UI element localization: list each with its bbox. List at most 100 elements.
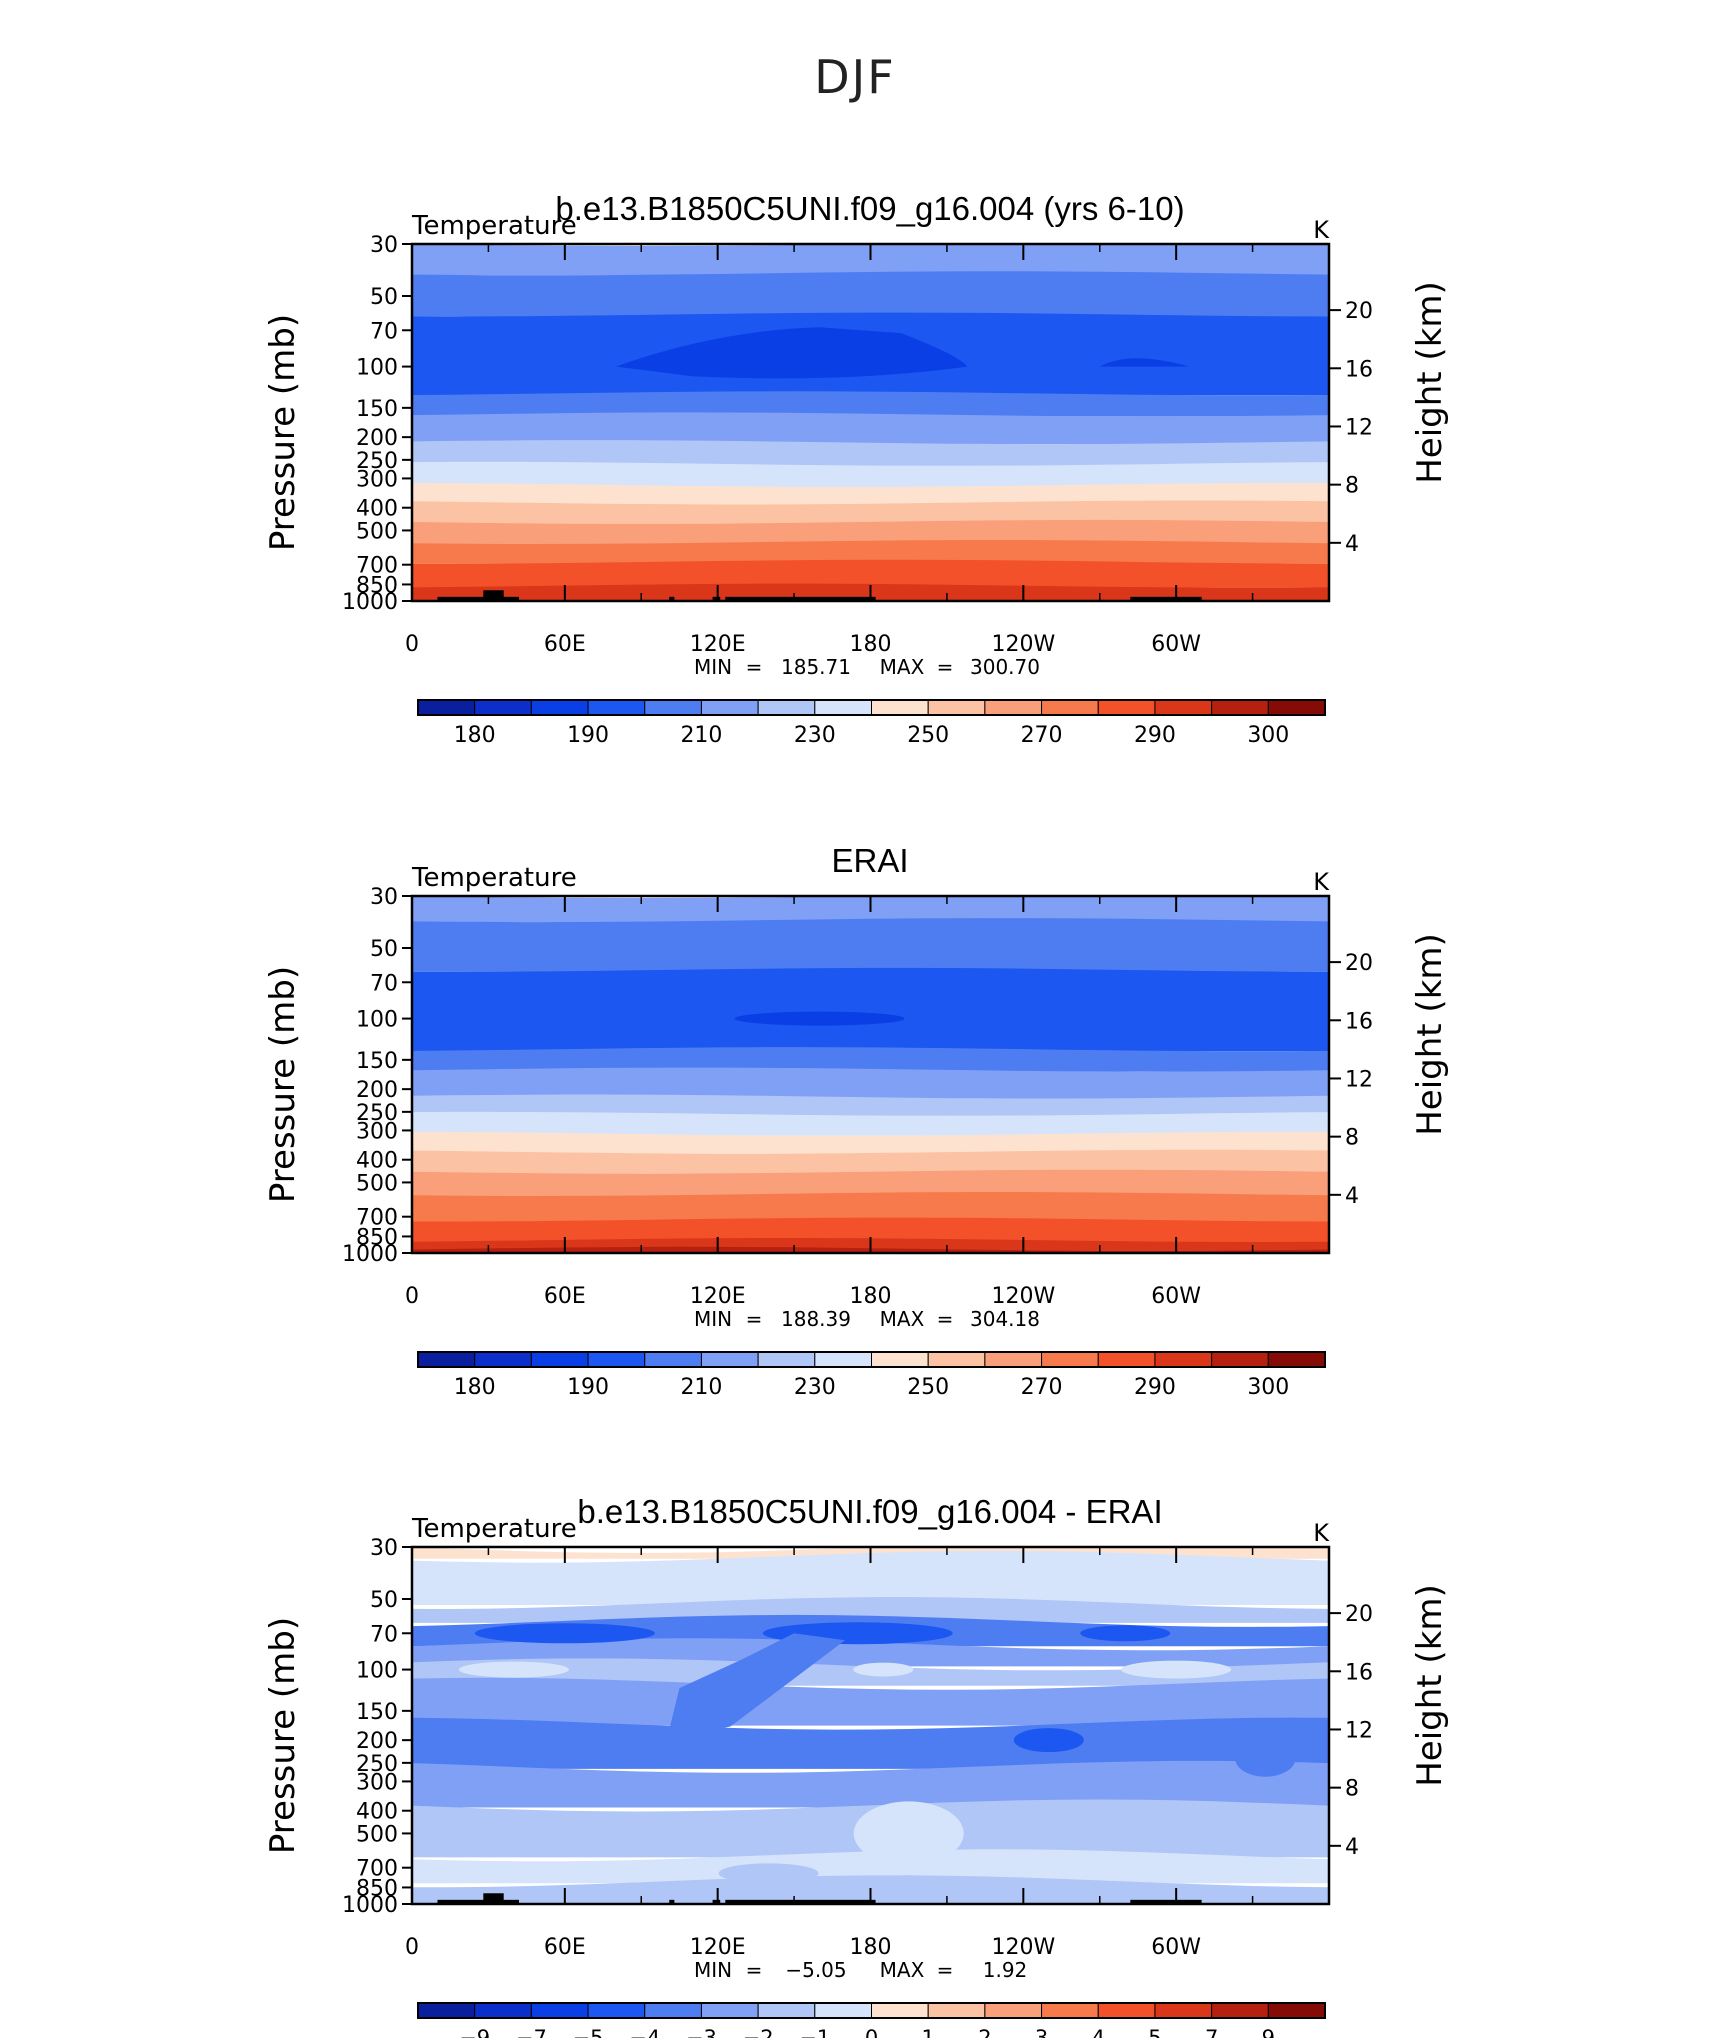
colorbar-label: −5 xyxy=(573,2026,604,2038)
topography xyxy=(669,596,675,601)
plot-area xyxy=(412,1547,1329,1904)
max-value: 300.70 xyxy=(970,655,1040,679)
colorbar-label: 0 xyxy=(865,2026,878,2038)
colorbar-box xyxy=(757,1351,816,1368)
contour-band xyxy=(412,1217,1329,1242)
x-tick-label: 120W xyxy=(991,632,1055,657)
colorbar-label: 250 xyxy=(907,723,949,748)
colorbar-label: 300 xyxy=(1247,723,1289,748)
y-tick-label: 30 xyxy=(370,885,398,910)
colorbar-box xyxy=(1154,1351,1213,1368)
colorbar-box xyxy=(1041,2002,1099,2019)
colorbar-label: −9 xyxy=(459,2026,490,2038)
colorbar-box xyxy=(1097,699,1156,716)
y-tick-label: 500 xyxy=(356,1822,398,1847)
contour-band xyxy=(412,391,1329,417)
max-value: 1.92 xyxy=(983,1958,1028,1982)
x-tick-label: 180 xyxy=(850,1284,892,1309)
panel-title: b.e13.B1850C5UNI.f09_g16.004 (yrs 6-10) xyxy=(555,190,1184,227)
chart-panel-2: b.e13.B1850C5UNI.f09_g16.004 - ERAI 0 60E 1… xyxy=(263,1493,1450,2038)
contour-band xyxy=(412,559,1329,588)
y2-tick-label: 4 xyxy=(1345,1835,1359,1860)
contour-band xyxy=(412,540,1329,564)
contour-band xyxy=(412,967,1329,1052)
topography xyxy=(712,596,721,601)
colorbar-box xyxy=(417,699,476,716)
y-tick-label: 850 xyxy=(356,1225,398,1250)
y2-tick-label: 4 xyxy=(1345,1184,1359,1209)
y2-tick-label: 8 xyxy=(1345,1777,1359,1802)
x-tick-label: 120W xyxy=(991,1284,1055,1309)
contour-band xyxy=(412,483,1329,505)
colorbar-box xyxy=(871,1351,929,1368)
y-tick-label: 250 xyxy=(356,449,398,474)
y2-axis-title: Height (km) xyxy=(1410,933,1450,1136)
colorbar-box xyxy=(814,1351,872,1368)
topography xyxy=(725,596,876,601)
contour-band xyxy=(412,1677,1329,1726)
colorbar-box xyxy=(1211,2002,1269,2019)
y2-tick-label: 20 xyxy=(1345,299,1373,324)
contour-band xyxy=(412,1111,1329,1136)
colorbar-box xyxy=(1154,699,1213,716)
colorbar-label: 3 xyxy=(1035,2026,1048,2038)
contour-band xyxy=(412,1849,1329,1884)
topography xyxy=(483,590,504,601)
units-label: K xyxy=(1313,1519,1330,1547)
panel-title: b.e13.B1850C5UNI.f09_g16.004 - ERAI xyxy=(577,1493,1162,1530)
y-tick-label: 300 xyxy=(356,1119,398,1144)
colorbar-box xyxy=(474,699,532,716)
contour-band xyxy=(412,1149,1329,1174)
colorbar-box xyxy=(644,699,702,716)
contour-band xyxy=(412,1760,1329,1808)
min-value: −5.05 xyxy=(785,1958,846,1982)
y-tick-label: 700 xyxy=(356,554,398,579)
colorbar-box xyxy=(587,1351,646,1368)
colorbar-box xyxy=(1097,2002,1156,2019)
colorbar-label: −4 xyxy=(629,2026,660,2038)
y-tick-label: 100 xyxy=(356,1008,398,1033)
topography xyxy=(669,1899,675,1904)
min-value: 188.39 xyxy=(781,1307,851,1331)
colorbar-box xyxy=(700,699,759,716)
y2-tick-label: 20 xyxy=(1345,951,1373,976)
colorbar-box xyxy=(530,2002,589,2019)
colorbar-box xyxy=(417,1351,476,1368)
y-tick-label: 300 xyxy=(356,1770,398,1795)
contour-band xyxy=(412,271,1329,317)
colorbar-box xyxy=(1041,699,1099,716)
y-tick-label: 700 xyxy=(356,1857,398,1882)
min-value: 185.71 xyxy=(781,655,851,679)
equals-sign: = xyxy=(937,1958,954,1982)
contour-band xyxy=(412,519,1329,544)
equals-sign: = xyxy=(746,655,763,679)
topography xyxy=(483,1893,504,1904)
y-tick-label: 250 xyxy=(356,1101,398,1126)
y2-tick-label: 12 xyxy=(1345,415,1373,440)
colorbar-box xyxy=(530,699,589,716)
anomaly-contour xyxy=(853,1801,964,1866)
y-axis-title: Pressure (mb) xyxy=(263,1617,303,1854)
colorbar-box xyxy=(1267,699,1326,716)
x-tick-label: 60W xyxy=(1151,632,1201,657)
y-axis-title: Pressure (mb) xyxy=(263,314,303,551)
x-tick-label: 120W xyxy=(991,1935,1055,1960)
colorbar-box xyxy=(587,699,646,716)
y-tick-label: 700 xyxy=(356,1206,398,1231)
colorbar-frame xyxy=(417,699,1326,716)
colorbar-box xyxy=(757,2002,816,2019)
colorbar-box xyxy=(757,699,816,716)
y-tick-label: 400 xyxy=(356,1149,398,1174)
contour-band xyxy=(412,500,1329,524)
y-tick-label: 1000 xyxy=(342,590,398,615)
panel-title: ERAI xyxy=(831,842,908,879)
contour-band xyxy=(412,1192,1329,1222)
anomaly-contour xyxy=(853,1662,914,1677)
y-axis-title: Pressure (mb) xyxy=(263,966,303,1203)
variable-label: Temperature xyxy=(411,863,577,893)
colorbar-box xyxy=(417,2002,476,2019)
units-label: K xyxy=(1313,868,1330,896)
anomaly-contour xyxy=(666,1633,846,1741)
colorbar-label: 290 xyxy=(1134,723,1176,748)
